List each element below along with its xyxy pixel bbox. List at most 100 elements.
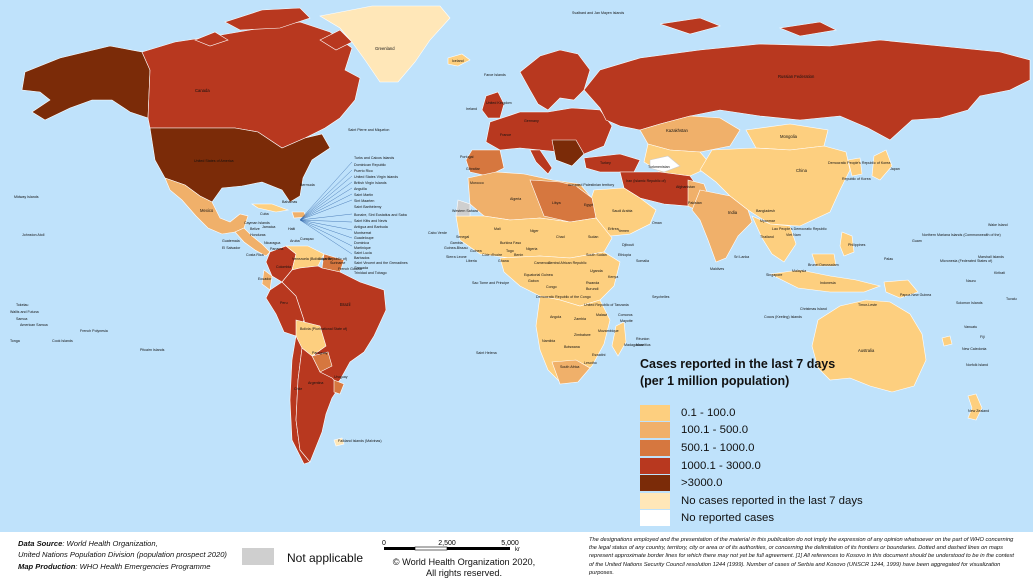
country-indonesia[interactable] [768,253,882,293]
country-australia[interactable] [811,299,927,393]
label-kiribati: Kiribati [994,271,1005,275]
label-togo: Togo [506,249,514,253]
label-benin: Benin [514,253,523,257]
country-southern-africa[interactable] [535,295,611,383]
label-argentina: Argentina [308,381,323,385]
label-namibia: Namibia [542,339,555,343]
label-usa: United States of America [194,159,234,163]
country-westsahara[interactable] [455,199,471,217]
label-trinidad: Trinidad and Tobago [354,271,387,275]
label-stvincent: Saint Vincent and the Grenadines [354,261,408,265]
country-iceland[interactable] [447,53,471,67]
label-drc: Democratic Republic of the Congo [536,295,591,299]
label-haiti: Haiti [288,227,295,231]
country-western-europe[interactable] [485,107,613,155]
country-libya-egypt[interactable] [529,179,597,223]
label-burundi: Burundi [586,287,599,291]
label-mozambique: Mozambique [598,329,619,333]
label-guyana: Guyana [318,257,331,261]
legend-title-line1: Cases reported in the last 7 days [640,357,836,371]
label-reunion: Réunion [636,337,649,341]
region-oceania [811,299,983,421]
label-southafrica: South Africa [560,365,579,369]
label-niger: Niger [530,229,539,233]
label-dprk: Democratic People's Republic of Korea [828,161,890,165]
label-paraguay: Paraguay [312,351,328,355]
country-balkans[interactable] [551,139,585,167]
country-argentina[interactable] [295,347,341,463]
label-bvi: British Virgin Islands [354,181,387,185]
country-russia-islands[interactable] [659,17,837,37]
legend-title: Cases reported in the last 7 days (per 1… [640,356,900,390]
label-zimbabwe: Zimbabwe [574,333,591,337]
label-jamaica: Jamaica [262,225,275,229]
label-samoa: Samoa [16,317,27,321]
country-turkmenistan[interactable] [649,155,681,173]
source-line3: Map Production: WHO Health Emergencies P… [18,561,227,572]
label-srilanka: Sri Lanka [734,255,749,259]
country-uk-ireland[interactable] [481,91,505,119]
country-italy[interactable] [529,149,553,175]
label-gibraltar: Gibraltar [466,167,481,171]
country-scandinavia[interactable] [519,49,591,111]
label-brazil: Brazil [340,302,351,307]
label-tonga: Tonga [10,339,20,343]
label-barbados: Barbados [354,256,370,260]
legend-label: >3000.0 [681,477,723,490]
country-newzealand[interactable] [967,393,983,421]
country-labels: Greenland Svalbard and Jan Mayen Islands… [10,11,1017,443]
label-seychelles: Seychelles [652,295,670,299]
country-china[interactable] [699,145,851,227]
label-angola: Angola [550,315,561,319]
label-chile: Chile [294,387,302,391]
copyright: © World Health Organization 2020, All ri… [384,557,544,579]
legend-label: 500.1 - 1000.0 [681,441,755,454]
label-falklands: Falkland Islands (Malvinas) [338,439,382,443]
label-ireland: Ireland [466,107,477,111]
country-korea-japan[interactable] [847,149,893,181]
label-midway: Midway Islands [14,195,39,199]
country-madagascar[interactable] [611,321,627,357]
label-france: France [500,133,511,137]
source-text: : World Health Organization, [62,539,158,548]
label-pitcairn: Pitcairn Islands [140,348,165,352]
country-mexico[interactable] [164,177,249,235]
country-cuba[interactable] [251,203,290,213]
label-greenland: Greenland [375,46,395,51]
label-vanuatu: Vanuatu [964,325,977,329]
region-north-america [21,5,471,257]
country-falklands[interactable] [333,437,345,447]
label-caymanislands: Cayman Islands [244,221,270,225]
scale-segment-1 [384,547,415,550]
label-stmartin: Saint Martin [354,193,373,197]
label-stp: Sao Tome and Principe [472,281,509,285]
country-south-africa[interactable] [551,359,591,385]
country-alaska[interactable] [21,45,151,121]
label-madagascar: Madagascar [624,343,645,347]
production-label: Map Production [18,561,76,571]
label-cameroon: Cameroon [534,261,551,265]
country-newcaledonia[interactable] [941,335,953,347]
country-greenland[interactable] [319,5,451,83]
country-southeast-asia[interactable] [751,215,797,263]
country-uruguay[interactable] [333,379,345,395]
country-sahel[interactable] [455,215,613,259]
country-png[interactable] [883,279,919,299]
label-norfolk: Norfolk Island [966,363,988,367]
label-peru: Peru [280,301,288,305]
label-wake: Wake Island [988,223,1008,227]
label-grenada: Grenada [354,266,368,270]
not-applicable-swatch [242,548,274,565]
label-india: India [728,210,738,215]
label-laos: Lao People's Democratic Republic [772,227,827,231]
label-car: Central African Republic [548,261,587,265]
legend-swatch [640,439,670,456]
disclaimer-text: The designations employed and the presen… [589,537,1015,576]
country-india[interactable] [691,189,753,263]
label-guineabissau: Guinea-Bissau [444,246,468,250]
label-rwanda: Rwanda [586,281,599,285]
label-faroe: Faroe Islands [484,73,506,77]
label-ethiopia: Ethiopia [618,253,631,257]
country-philippines[interactable] [839,231,855,257]
source-label: Data Source [18,539,63,548]
